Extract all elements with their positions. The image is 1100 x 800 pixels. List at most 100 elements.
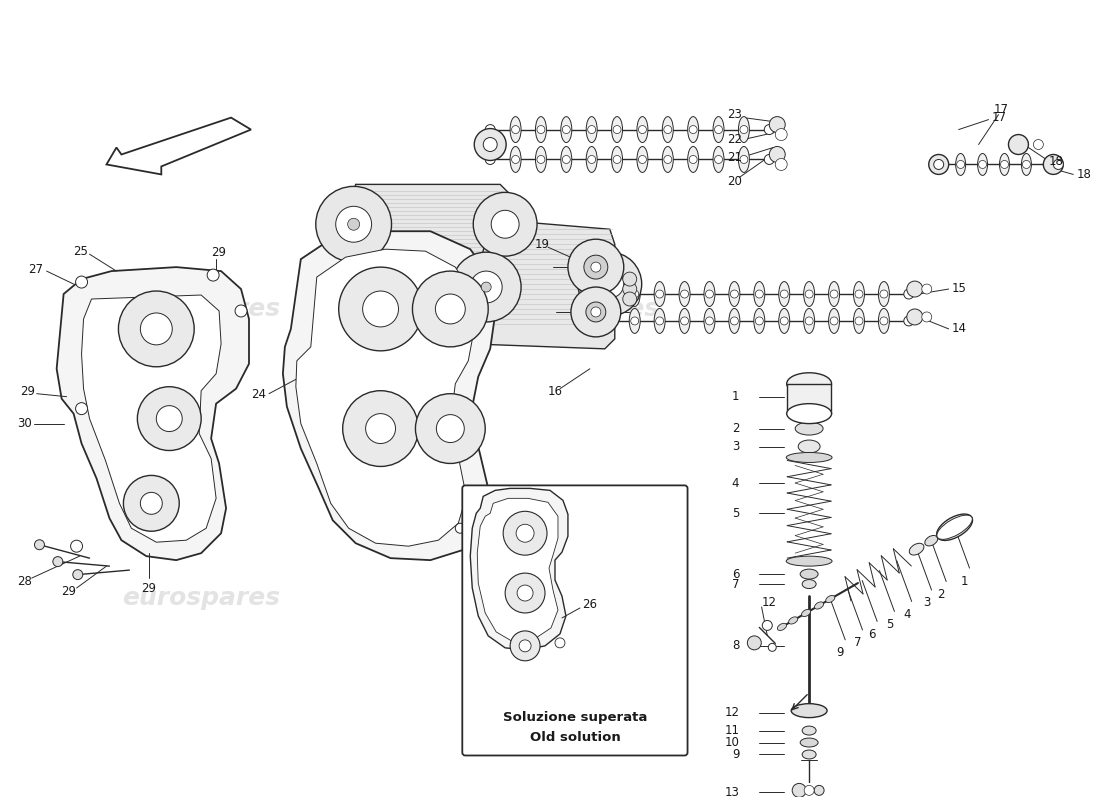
Circle shape: [934, 159, 944, 170]
Circle shape: [764, 125, 774, 134]
Ellipse shape: [561, 146, 572, 173]
Ellipse shape: [536, 117, 547, 142]
Text: 24: 24: [251, 388, 266, 401]
Polygon shape: [296, 249, 474, 546]
Circle shape: [591, 307, 601, 317]
Polygon shape: [471, 488, 568, 650]
Text: 15: 15: [952, 282, 967, 294]
Circle shape: [715, 126, 723, 134]
Circle shape: [503, 511, 547, 555]
Text: 1: 1: [732, 390, 739, 403]
Ellipse shape: [704, 309, 715, 334]
Text: 29: 29: [62, 585, 77, 598]
Polygon shape: [477, 498, 558, 642]
Text: 19: 19: [535, 238, 550, 250]
Circle shape: [587, 126, 596, 134]
Text: 6: 6: [868, 628, 876, 641]
Circle shape: [455, 523, 465, 534]
Circle shape: [336, 206, 372, 242]
Circle shape: [762, 621, 772, 630]
Text: eurospares: eurospares: [500, 297, 659, 321]
Text: 12: 12: [761, 595, 777, 609]
Circle shape: [756, 317, 763, 325]
Circle shape: [979, 161, 987, 169]
Circle shape: [584, 255, 608, 279]
Ellipse shape: [978, 154, 988, 175]
Polygon shape: [56, 267, 249, 560]
Text: 21: 21: [727, 151, 742, 164]
Circle shape: [363, 291, 398, 327]
Ellipse shape: [826, 595, 835, 602]
Ellipse shape: [879, 282, 890, 306]
Circle shape: [623, 292, 637, 306]
Circle shape: [740, 155, 748, 163]
Circle shape: [492, 210, 519, 238]
Ellipse shape: [654, 309, 666, 334]
Circle shape: [830, 317, 838, 325]
Ellipse shape: [800, 569, 818, 579]
Text: 7: 7: [854, 636, 861, 650]
Ellipse shape: [612, 117, 623, 142]
Circle shape: [339, 267, 422, 351]
Ellipse shape: [510, 117, 521, 142]
Circle shape: [519, 640, 531, 652]
Ellipse shape: [802, 726, 816, 735]
Ellipse shape: [854, 282, 865, 306]
Text: eurospares: eurospares: [500, 586, 659, 610]
Text: 20: 20: [727, 175, 742, 188]
Ellipse shape: [729, 282, 740, 306]
Circle shape: [587, 155, 596, 163]
Circle shape: [562, 126, 570, 134]
Circle shape: [922, 312, 932, 322]
Ellipse shape: [804, 282, 815, 306]
Ellipse shape: [662, 117, 673, 142]
Ellipse shape: [786, 373, 832, 394]
Circle shape: [436, 294, 465, 324]
Text: 2: 2: [732, 422, 739, 435]
Circle shape: [776, 129, 788, 141]
Circle shape: [512, 126, 519, 134]
Circle shape: [780, 317, 789, 325]
Text: 3: 3: [923, 597, 931, 610]
Text: 28: 28: [16, 574, 32, 587]
Circle shape: [510, 631, 540, 661]
Circle shape: [483, 138, 497, 151]
Circle shape: [855, 290, 864, 298]
Ellipse shape: [629, 282, 640, 306]
Circle shape: [730, 290, 738, 298]
Ellipse shape: [704, 282, 715, 306]
Circle shape: [690, 155, 697, 163]
Circle shape: [34, 540, 44, 550]
Ellipse shape: [828, 282, 839, 306]
Ellipse shape: [1022, 154, 1032, 175]
Circle shape: [764, 154, 774, 165]
Ellipse shape: [779, 309, 790, 334]
Ellipse shape: [679, 309, 690, 334]
Circle shape: [805, 290, 813, 298]
Circle shape: [473, 192, 537, 256]
Circle shape: [1009, 134, 1028, 154]
Ellipse shape: [828, 309, 839, 334]
Circle shape: [138, 386, 201, 450]
Circle shape: [591, 262, 601, 272]
Circle shape: [880, 290, 888, 298]
Ellipse shape: [637, 117, 648, 142]
Text: Old solution: Old solution: [529, 731, 620, 744]
Text: 10: 10: [725, 736, 739, 749]
Text: eurospares: eurospares: [122, 586, 280, 610]
Circle shape: [348, 218, 360, 230]
Text: 9: 9: [836, 646, 844, 659]
Ellipse shape: [561, 117, 572, 142]
Ellipse shape: [956, 154, 966, 175]
Circle shape: [715, 155, 723, 163]
Text: 30: 30: [16, 417, 32, 430]
Text: 17: 17: [993, 103, 1009, 116]
Bar: [788, 384, 832, 414]
Circle shape: [365, 414, 396, 443]
Ellipse shape: [713, 146, 724, 173]
Circle shape: [740, 126, 748, 134]
Circle shape: [814, 786, 824, 795]
Ellipse shape: [791, 704, 827, 718]
Circle shape: [343, 390, 418, 466]
Ellipse shape: [754, 282, 764, 306]
